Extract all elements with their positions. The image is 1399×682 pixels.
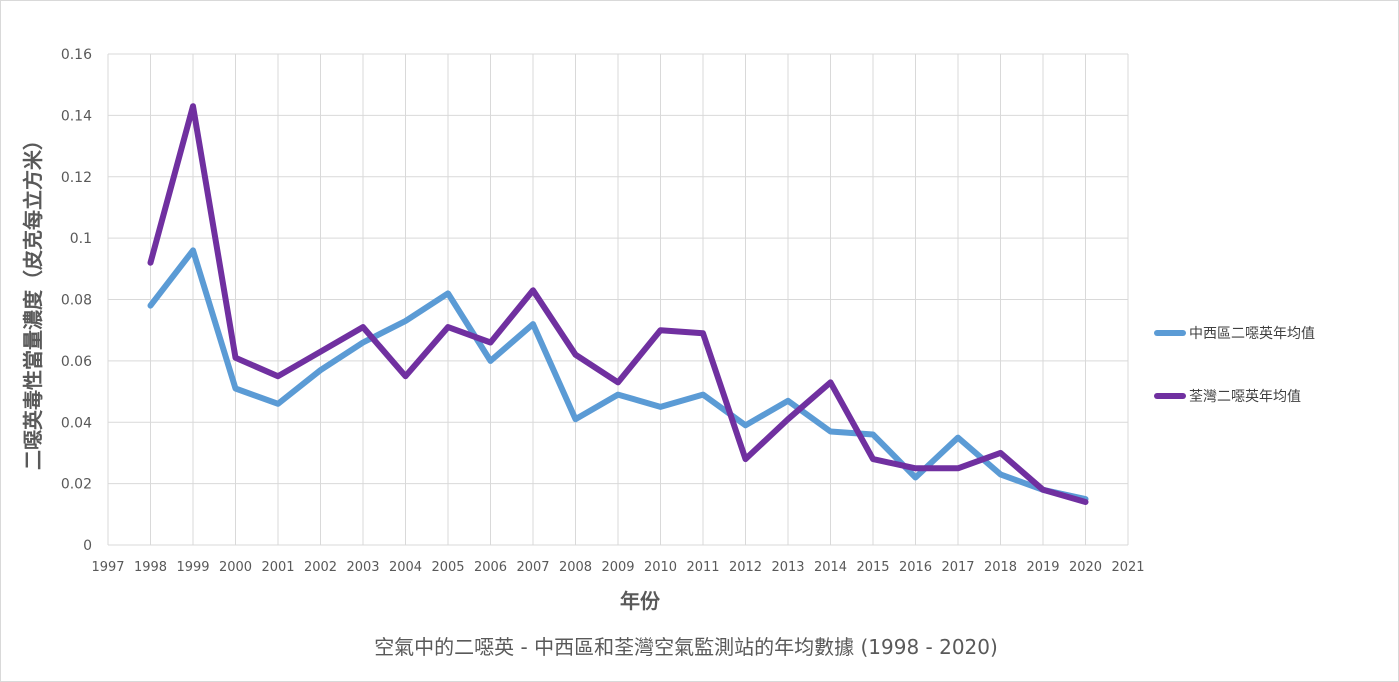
x-tick-label: 2007 [516, 560, 549, 575]
y-axis-ticks: 0 0.02 0.04 0.06 0.08 0.1 0.12 0.14 0.16 [61, 47, 92, 554]
x-tick-label: 2008 [559, 560, 592, 575]
y-tick-label: 0.16 [61, 47, 92, 63]
x-tick-label: 2004 [389, 560, 422, 575]
legend-label: 中西區二噁英年均值 [1189, 325, 1315, 342]
x-tick-label: 2002 [304, 560, 337, 575]
x-tick-label: 2015 [856, 560, 889, 575]
x-tick-label: 1998 [134, 560, 167, 575]
y-tick-label: 0.08 [61, 293, 92, 309]
y-tick-label: 0.14 [61, 108, 92, 124]
series-line-2 [147, 103, 1089, 505]
x-tick-label: 2001 [261, 560, 294, 575]
x-tick-label: 1999 [176, 560, 209, 575]
gridlines [107, 53, 1129, 546]
y-tick-label: 0.04 [61, 415, 92, 431]
x-tick-label: 2006 [474, 560, 507, 575]
y-tick-label: 0 [83, 538, 92, 554]
x-tick-label: 1997 [91, 560, 124, 575]
x-tick-label: 2013 [771, 560, 804, 575]
x-tick-label: 2000 [219, 560, 252, 575]
x-axis-title: 年份 [620, 589, 661, 613]
y-tick-label: 0.02 [61, 477, 92, 493]
x-tick-label: 2020 [1069, 560, 1102, 575]
x-tick-label: 2009 [601, 560, 634, 575]
x-axis-ticks: 1997 1998 1999 2000 2001 2002 2003 2004 2005 2006… [91, 560, 1144, 575]
y-tick-label: 0.1 [70, 231, 92, 247]
x-tick-label: 2005 [431, 560, 464, 575]
series-line-1 [147, 247, 1089, 502]
x-tick-label: 2014 [814, 560, 847, 575]
x-tick-label: 2010 [644, 560, 677, 575]
chart-title: 空氣中的二噁英 - 中西區和荃灣空氣監測站的年均數據 (1998 - 2020) [374, 635, 998, 659]
x-tick-label: 2021 [1111, 560, 1144, 575]
y-tick-label: 0.12 [61, 170, 92, 186]
legend-label: 荃灣二噁英年均值 [1189, 388, 1301, 405]
x-tick-label: 2011 [686, 560, 719, 575]
x-tick-label: 2003 [346, 560, 379, 575]
data-series [147, 103, 1089, 505]
x-tick-label: 2017 [941, 560, 974, 575]
y-tick-label: 0.06 [61, 354, 92, 370]
x-tick-label: 2018 [984, 560, 1017, 575]
x-tick-label: 2012 [729, 560, 762, 575]
y-axis-title: 二噁英毒性當量濃度（皮克每立方米） [21, 130, 45, 470]
x-tick-label: 2019 [1026, 560, 1059, 575]
x-tick-label: 2016 [899, 560, 932, 575]
